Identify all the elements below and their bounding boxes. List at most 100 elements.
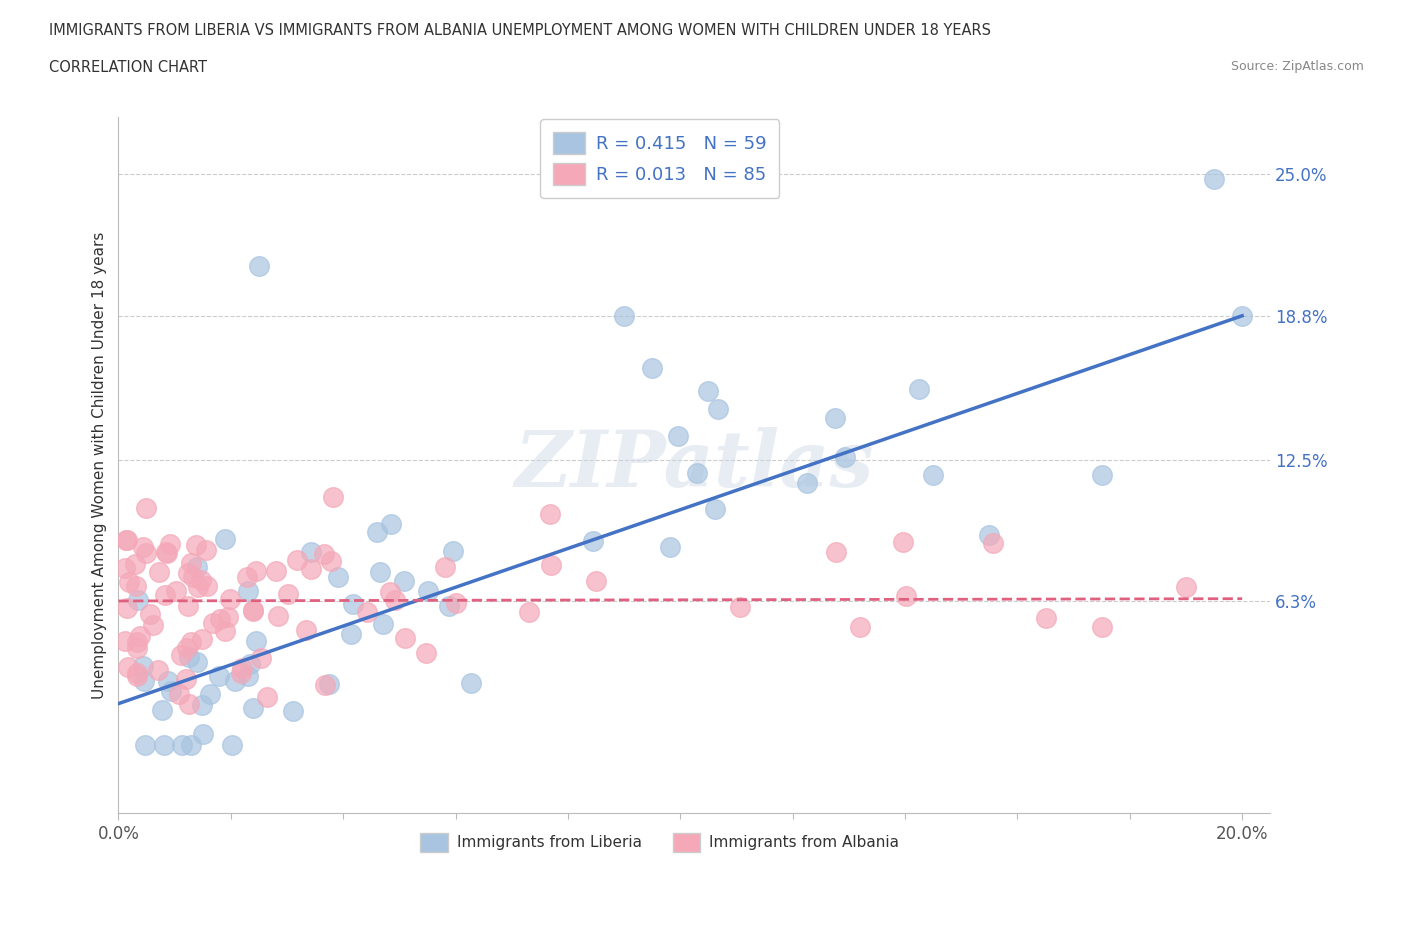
- Point: [165, 584, 187, 599]
- Point: [641, 361, 664, 376]
- Point: [236, 583, 259, 598]
- Point: [150, 702, 173, 717]
- Point: [267, 608, 290, 623]
- Point: [186, 655, 208, 670]
- Point: [174, 671, 197, 686]
- Point: [318, 676, 340, 691]
- Point: [179, 697, 201, 711]
- Point: [124, 557, 146, 572]
- Point: [245, 564, 267, 578]
- Point: [172, 737, 194, 752]
- Point: [250, 651, 273, 666]
- Point: [1035, 611, 1057, 626]
- Point: [242, 700, 264, 715]
- Point: [180, 737, 202, 752]
- Point: [195, 578, 218, 593]
- Text: Source: ZipAtlas.com: Source: ZipAtlas.com: [1230, 60, 1364, 73]
- Point: [295, 622, 318, 637]
- Text: ZIPatlas: ZIPatlas: [515, 427, 875, 503]
- Point: [236, 669, 259, 684]
- Point: [176, 640, 198, 655]
- Point: [796, 475, 818, 490]
- Point: [299, 562, 322, 577]
- Point: [1202, 171, 1225, 186]
- Point: [416, 583, 439, 598]
- Point: [184, 538, 207, 552]
- Point: [460, 676, 482, 691]
- Text: IMMIGRANTS FROM LIBERIA VS IMMIGRANTS FROM ALBANIA UNEMPLOYMENT AMONG WOMEN WITH: IMMIGRANTS FROM LIBERIA VS IMMIGRANTS FR…: [49, 23, 991, 38]
- Point: [132, 659, 155, 674]
- Point: [135, 500, 157, 515]
- Point: [132, 539, 155, 554]
- Point: [159, 537, 181, 551]
- Point: [697, 384, 720, 399]
- Point: [160, 684, 183, 698]
- Point: [245, 633, 267, 648]
- Point: [229, 666, 252, 681]
- Point: [242, 602, 264, 617]
- Point: [127, 669, 149, 684]
- Point: [135, 545, 157, 560]
- Point: [127, 592, 149, 607]
- Point: [146, 662, 169, 677]
- Point: [378, 585, 401, 600]
- Point: [152, 737, 174, 752]
- Point: [394, 631, 416, 645]
- Point: [176, 598, 198, 613]
- Point: [118, 574, 141, 589]
- Point: [356, 604, 378, 619]
- Point: [247, 259, 270, 273]
- Point: [236, 570, 259, 585]
- Point: [115, 600, 138, 615]
- Point: [208, 669, 231, 684]
- Point: [231, 661, 253, 676]
- Point: [922, 468, 945, 483]
- Point: [314, 547, 336, 562]
- Point: [115, 533, 138, 548]
- Point: [314, 678, 336, 693]
- Point: [180, 555, 202, 570]
- Point: [157, 673, 180, 688]
- Point: [224, 673, 246, 688]
- Point: [176, 565, 198, 580]
- Point: [264, 564, 287, 578]
- Point: [242, 604, 264, 618]
- Point: [441, 543, 464, 558]
- Point: [117, 660, 139, 675]
- Point: [281, 703, 304, 718]
- Point: [979, 527, 1001, 542]
- Point: [328, 569, 350, 584]
- Point: [198, 686, 221, 701]
- Point: [384, 592, 406, 607]
- Point: [1091, 468, 1114, 483]
- Point: [371, 617, 394, 631]
- Point: [342, 596, 364, 611]
- Point: [540, 557, 562, 572]
- Point: [256, 689, 278, 704]
- Point: [666, 429, 689, 444]
- Point: [891, 535, 914, 550]
- Point: [214, 531, 236, 546]
- Point: [115, 532, 138, 547]
- Point: [155, 544, 177, 559]
- Point: [824, 411, 846, 426]
- Point: [134, 673, 156, 688]
- Point: [114, 634, 136, 649]
- Point: [728, 600, 751, 615]
- Point: [704, 501, 727, 516]
- Point: [208, 612, 231, 627]
- Point: [834, 450, 856, 465]
- Point: [217, 609, 239, 624]
- Point: [195, 542, 218, 557]
- Point: [707, 402, 730, 417]
- Point: [444, 596, 467, 611]
- Point: [214, 623, 236, 638]
- Point: [191, 698, 214, 712]
- Point: [981, 536, 1004, 551]
- Point: [415, 645, 437, 660]
- Point: [169, 647, 191, 662]
- Point: [613, 309, 636, 324]
- Point: [277, 586, 299, 601]
- Point: [127, 634, 149, 649]
- Point: [1091, 620, 1114, 635]
